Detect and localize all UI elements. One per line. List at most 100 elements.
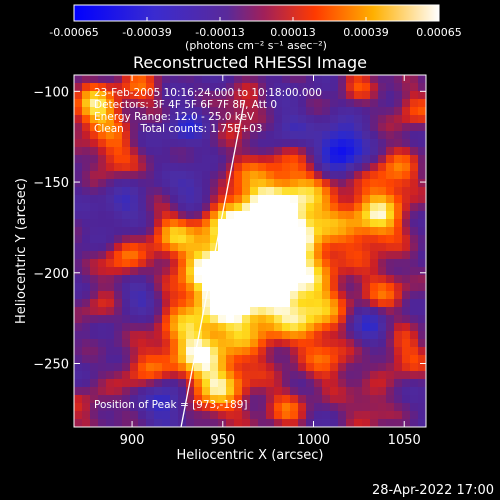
heatmap-cell bbox=[274, 91, 283, 100]
heatmap-cell bbox=[298, 411, 307, 420]
heatmap-cell bbox=[194, 307, 203, 316]
heatmap-cell bbox=[178, 147, 187, 156]
heatmap-cell bbox=[106, 75, 115, 84]
heatmap-cell bbox=[386, 411, 395, 420]
heatmap-cell bbox=[314, 395, 323, 404]
heatmap-cell bbox=[178, 75, 187, 84]
heatmap-cell bbox=[394, 275, 403, 284]
heatmap-cell bbox=[210, 171, 219, 180]
heatmap-cell bbox=[258, 347, 267, 356]
heatmap-cell bbox=[186, 123, 195, 132]
heatmap-cell bbox=[346, 387, 355, 396]
heatmap-cell bbox=[346, 123, 355, 132]
heatmap-cell bbox=[122, 203, 131, 212]
heatmap-cell bbox=[338, 307, 347, 316]
heatmap-cell bbox=[234, 259, 243, 268]
heatmap-cell bbox=[138, 379, 147, 388]
heatmap-cell bbox=[154, 227, 163, 236]
heatmap-cell bbox=[266, 155, 275, 164]
heatmap-cell bbox=[394, 299, 403, 308]
heatmap-cell bbox=[314, 419, 323, 427]
heatmap-cell bbox=[362, 371, 371, 380]
heatmap-cell bbox=[418, 179, 426, 188]
heatmap-cell bbox=[402, 99, 411, 108]
heatmap-cell bbox=[394, 283, 403, 292]
heatmap-cell bbox=[74, 355, 83, 364]
heatmap-cell bbox=[98, 315, 107, 324]
heatmap-cell bbox=[410, 267, 419, 276]
heatmap-cell bbox=[90, 395, 99, 404]
heatmap-cell bbox=[82, 147, 91, 156]
heatmap-cell bbox=[98, 267, 107, 276]
heatmap-cell bbox=[202, 195, 211, 204]
heatmap-cell bbox=[386, 75, 395, 84]
heatmap-cell bbox=[130, 347, 139, 356]
heatmap-cell bbox=[314, 387, 323, 396]
heatmap-cell bbox=[138, 283, 147, 292]
heatmap-cell bbox=[370, 347, 379, 356]
heatmap-cell bbox=[90, 331, 99, 340]
heatmap-cell bbox=[218, 195, 227, 204]
heatmap-cell bbox=[274, 331, 283, 340]
heatmap-cell bbox=[82, 251, 91, 260]
heatmap-cell bbox=[402, 267, 411, 276]
heatmap-cell bbox=[106, 219, 115, 228]
heatmap-cell bbox=[410, 115, 419, 124]
heatmap-cell bbox=[234, 163, 243, 172]
heatmap-cell bbox=[266, 211, 275, 220]
heatmap-cell bbox=[210, 179, 219, 188]
heatmap-cell bbox=[362, 123, 371, 132]
heatmap-cell bbox=[402, 299, 411, 308]
heatmap-cell bbox=[154, 171, 163, 180]
heatmap-cell bbox=[370, 299, 379, 308]
heatmap-cell bbox=[186, 395, 195, 404]
heatmap-cell bbox=[402, 139, 411, 148]
heatmap-cell bbox=[74, 395, 83, 404]
heatmap-cell bbox=[306, 267, 315, 276]
heatmap-cell bbox=[74, 411, 83, 420]
heatmap-cell bbox=[178, 403, 187, 412]
heatmap-cell bbox=[202, 403, 211, 412]
heatmap-cell bbox=[242, 339, 251, 348]
heatmap-cell bbox=[154, 411, 163, 420]
heatmap-cell bbox=[306, 291, 315, 300]
heatmap-cell bbox=[114, 395, 123, 404]
heatmap-cell bbox=[346, 139, 355, 148]
heatmap-cell bbox=[170, 155, 179, 164]
heatmap-cell bbox=[90, 219, 99, 228]
heatmap-cell bbox=[266, 395, 275, 404]
heatmap-cell bbox=[322, 107, 331, 116]
heatmap-cell bbox=[130, 99, 139, 108]
heatmap-cell bbox=[130, 91, 139, 100]
heatmap-cell bbox=[146, 171, 155, 180]
heatmap-cell bbox=[282, 403, 291, 412]
heatmap-cell bbox=[386, 331, 395, 340]
heatmap-cell bbox=[418, 243, 426, 252]
heatmap-cell bbox=[362, 315, 371, 324]
heatmap-cell bbox=[106, 195, 115, 204]
heatmap-cell bbox=[202, 115, 211, 124]
heatmap-cell bbox=[354, 203, 363, 212]
heatmap-cell bbox=[186, 203, 195, 212]
heatmap-cell bbox=[314, 411, 323, 420]
heatmap-cell bbox=[338, 299, 347, 308]
heatmap-cell bbox=[370, 331, 379, 340]
heatmap-cell bbox=[346, 131, 355, 140]
heatmap-cell bbox=[122, 267, 131, 276]
heatmap-cell bbox=[242, 387, 251, 396]
heatmap-cell bbox=[394, 179, 403, 188]
heatmap-cell bbox=[266, 339, 275, 348]
heatmap-cell bbox=[338, 291, 347, 300]
heatmap-cell bbox=[122, 123, 131, 132]
heatmap-cell bbox=[274, 163, 283, 172]
heatmap-cell bbox=[170, 123, 179, 132]
heatmap-cell bbox=[274, 219, 283, 228]
heatmap-cell bbox=[338, 315, 347, 324]
x-axis: 900 950 1000 1050 bbox=[120, 75, 421, 448]
heatmap-cell bbox=[306, 179, 315, 188]
heatmap-cell bbox=[394, 251, 403, 260]
heatmap-cell bbox=[322, 395, 331, 404]
heatmap-cell bbox=[202, 275, 211, 284]
heatmap-cell bbox=[314, 115, 323, 124]
heatmap-cell bbox=[218, 227, 227, 236]
